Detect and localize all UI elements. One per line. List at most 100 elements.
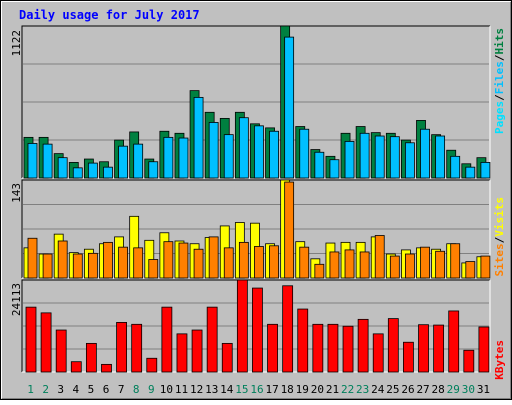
day-label: 9 [148, 383, 155, 396]
plot-area-middle [21, 179, 491, 279]
kbytes-bar [387, 318, 399, 373]
files-bar [389, 136, 400, 179]
day-label: 10 [160, 383, 173, 396]
sites-bar [208, 236, 219, 279]
kbytes-bar [25, 306, 37, 373]
legend-kbytes: KBytes [493, 340, 506, 380]
day-label: 22 [341, 383, 354, 396]
kbytes-bar [85, 342, 97, 373]
day-label: 12 [190, 383, 203, 396]
kbytes-bar [312, 323, 324, 373]
day-label: 24 [371, 383, 385, 396]
kbytes-bar [267, 323, 278, 373]
legend-top: Pages/Files/Hits [493, 28, 506, 134]
kbytes-bar [161, 306, 173, 373]
legend-hits: Hits [493, 28, 506, 55]
files-bar [465, 166, 476, 179]
day-label: 19 [296, 383, 309, 396]
files-bar [223, 134, 234, 179]
day-label: 4 [73, 383, 80, 396]
sites-bar [389, 255, 400, 279]
sites-bar [27, 237, 38, 279]
kbytes-bar [342, 325, 354, 373]
sites-bar [284, 181, 295, 279]
sites-bar [238, 241, 249, 279]
sites-bar [344, 249, 355, 279]
files-bar [133, 143, 144, 179]
files-bar [208, 122, 219, 179]
files-bar [299, 128, 310, 179]
kbytes-bar [297, 308, 309, 373]
kbytes-bar [146, 357, 158, 373]
kbytes-bar [403, 341, 414, 373]
day-label: 7 [118, 383, 125, 396]
sites-bar [374, 235, 385, 279]
files-bar [329, 159, 340, 179]
files-bar [193, 96, 204, 179]
files-bar [103, 166, 113, 179]
chart-title: Daily usage for July 2017 [19, 8, 200, 22]
sites-bar [148, 259, 159, 279]
day-label: 6 [103, 383, 110, 396]
day-label: 16 [250, 383, 263, 396]
day-label: 29 [447, 383, 460, 396]
day-label: 23 [356, 383, 369, 396]
top-panel-max-label: 1122 [10, 30, 23, 57]
sites-bar [87, 252, 98, 279]
day-label: 17 [265, 383, 278, 396]
files-bar [435, 135, 446, 179]
plot-border-dark [21, 25, 490, 178]
legend-separator: / [493, 236, 506, 243]
kbytes-bar [327, 323, 339, 373]
kbytes-bar [176, 333, 188, 373]
day-label: 25 [386, 383, 399, 396]
kbytes-bar [357, 318, 369, 373]
day-label: 5 [88, 383, 95, 396]
sites-bar [223, 247, 234, 279]
legend-middle: Sites/Visits [493, 197, 506, 277]
day-label: 15 [235, 383, 248, 396]
files-bar [284, 36, 295, 179]
kbytes-bar [252, 287, 263, 373]
plot-border-dark [21, 279, 490, 372]
frame-bevel-light [1, 1, 511, 399]
day-label: 18 [281, 383, 294, 396]
plot-border-dark [21, 179, 490, 278]
kbytes-bar [372, 333, 384, 373]
kbytes-bar [206, 306, 218, 373]
day-label: 21 [326, 383, 339, 396]
kbytes-bar [116, 322, 127, 373]
plot-area-bottom [21, 279, 491, 373]
files-bar [344, 141, 355, 179]
day-label: 1 [27, 383, 34, 396]
sites-bar [118, 246, 128, 279]
files-bar [87, 162, 98, 179]
legend-separator: / [493, 54, 506, 61]
files-bar [148, 161, 159, 179]
day-label: 14 [220, 383, 234, 396]
day-label: 11 [175, 383, 188, 396]
files-bar [163, 136, 174, 179]
files-bar [359, 132, 370, 179]
day-label: 28 [432, 383, 445, 396]
sites-bar [57, 240, 68, 279]
day-label: 13 [205, 383, 218, 396]
files-bar [254, 125, 264, 179]
kbytes-bar [282, 285, 294, 373]
files-bar [374, 135, 385, 179]
sites-bar [193, 248, 204, 279]
plot-area-top [21, 25, 491, 179]
sites-bar [42, 253, 53, 279]
sites-bar [420, 246, 430, 279]
sites-bar [450, 243, 461, 279]
kbytes-bar [236, 279, 248, 373]
files-bar [27, 143, 38, 179]
sites-bar [314, 263, 325, 279]
kbytes-bar [55, 329, 67, 373]
files-bar [480, 162, 491, 179]
kbytes-bar [40, 312, 52, 373]
sites-bar [133, 247, 144, 279]
sites-bar [359, 251, 370, 279]
files-bar [178, 137, 189, 179]
